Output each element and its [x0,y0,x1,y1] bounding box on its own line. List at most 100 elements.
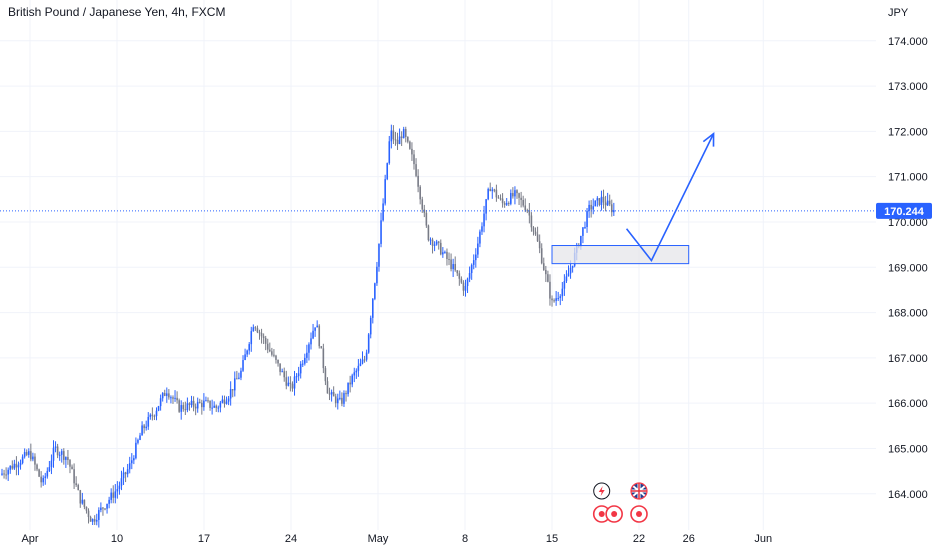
candle-body [562,289,564,297]
candle-body [325,368,327,381]
candle-body [189,403,191,405]
candle-body [18,465,20,467]
candle-body [547,274,549,282]
candle-body [469,273,471,279]
candle-body [459,273,461,278]
candle-body [279,363,281,371]
event-dot-icon[interactable] [606,506,622,522]
candle-body [391,130,393,141]
candle-body [454,264,456,270]
candle-body [57,447,59,456]
candle-body [55,447,57,448]
candle-body [321,346,323,348]
candle-body [273,355,275,356]
candle-body [494,190,496,191]
candle-body [592,206,594,209]
candle-body [197,402,199,409]
candle-body [432,240,434,246]
candle-body [131,460,133,463]
candle-body [228,398,230,401]
candle-body [220,403,222,408]
candle-body [378,244,380,267]
uk-flag-icon[interactable] [631,483,647,499]
y-tick-label: 174.000 [888,36,928,48]
candle-body [312,331,314,339]
candle-body [337,398,339,403]
candle-body [609,201,611,205]
candle-body [133,458,135,460]
candle-body [366,353,368,360]
candle-body [413,154,415,164]
candle-body [516,190,518,193]
candle-body [605,202,607,205]
candle-body [409,142,411,149]
candle-body [201,403,203,407]
candle-body [178,400,180,412]
candle-body [397,140,399,144]
candle-body [551,299,553,301]
x-tick-label: 15 [546,533,558,545]
candle-body [44,476,46,477]
candle-body [79,490,81,503]
candle-body [607,201,609,206]
y-tick-label: 171.000 [888,172,928,184]
y-tick-label: 167.000 [888,353,928,365]
candle-body [510,193,512,204]
candle-body [310,338,312,344]
candle-body [86,507,88,511]
candle-body [226,402,228,404]
candle-body [16,464,18,468]
candle-body [557,298,559,299]
candle-body [568,273,570,276]
candle-body [218,408,220,409]
candle-body [234,378,236,390]
candle-body [174,398,176,399]
candle-body [150,415,152,417]
candle-body [584,227,586,228]
candle-body [356,371,358,373]
candle-body [238,378,240,379]
candle-body [207,400,209,401]
candle-body [94,519,96,522]
candle-body [504,203,506,205]
flash-news-icon[interactable] [594,483,610,499]
candle-body [351,375,353,384]
candle-body [253,327,255,331]
candle-body [411,149,413,155]
candle-body [376,267,378,283]
x-tick-label: 26 [683,533,695,545]
candle-body [479,232,481,244]
x-tick-label: 17 [198,533,210,545]
candle-body [106,504,108,509]
x-tick-label: 24 [285,533,297,545]
candle-body [294,377,296,389]
candle-body [323,348,325,368]
candle-body [185,409,187,410]
candle-body [553,300,555,301]
candle-body [489,189,491,191]
candle-body [388,141,390,163]
candle-body [302,364,304,365]
candle-body [380,220,382,244]
candle-body [100,508,102,510]
candle-body [545,270,547,274]
candle-body [90,517,92,522]
candle-body [368,334,370,352]
candle-body [527,210,529,211]
candle-body [22,457,24,463]
candle-body [84,500,86,507]
candle-body [112,493,114,498]
candle-body [191,401,193,405]
candle-body [170,397,172,398]
candle-body [401,136,403,138]
candle-body [372,299,374,318]
candle-body [539,241,541,248]
candle-body [168,393,170,397]
event-dot-icon[interactable] [631,506,647,522]
currency-label: JPY [888,7,909,19]
candle-body [349,383,351,385]
candle-body [353,372,355,375]
demand-zone-box[interactable] [552,246,689,264]
candle-body [277,360,279,363]
